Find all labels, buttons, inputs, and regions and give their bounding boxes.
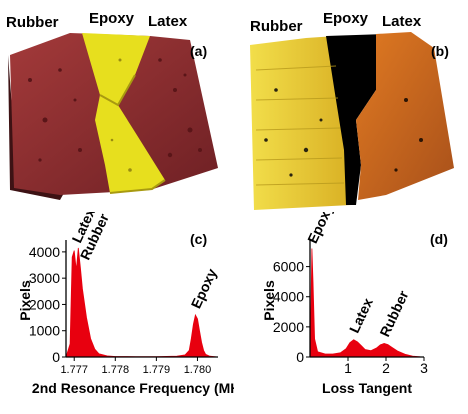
y-axis-label: Pixels xyxy=(261,280,277,321)
y-tick-label: 6000 xyxy=(273,259,304,275)
peak-annotation: Epoxy xyxy=(304,212,336,246)
panel-a-tag: (a) xyxy=(190,43,208,59)
chart-c-svg: 0 1000 2000 3000 4000 1.777 1.778 1.779 1.780 2nd… xyxy=(17,205,252,396)
panel-tag: (c) xyxy=(190,231,207,247)
peak-annotation: Epoxy xyxy=(188,266,220,311)
panel-a-topography: Rubber Epoxy Latex (a) xyxy=(0,0,230,205)
panel-a-label-epoxy: Epoxy xyxy=(89,10,135,27)
y-tick-label: 4000 xyxy=(29,244,60,260)
panel-b-label-latex: Latex xyxy=(382,13,422,30)
peak-annotation: Latex xyxy=(346,295,376,335)
y-tick-label: 0 xyxy=(52,349,60,365)
x-tick-label: 1.780 xyxy=(184,364,212,376)
y-tick-label: 1000 xyxy=(29,323,60,339)
chart-d-svg: 0 2000 4000 6000 1 2 3 Loss Tangent Pixels (d) Epo… xyxy=(261,201,448,396)
panel-tag: (d) xyxy=(430,231,448,247)
panel-a-label-rubber: Rubber xyxy=(6,14,59,31)
y-tick-label: 3000 xyxy=(29,270,60,286)
panel-b-loss-map: Rubber Epoxy Latex (b) xyxy=(236,0,468,212)
panel-b-image xyxy=(250,32,454,210)
y-tick-label: 0 xyxy=(296,349,304,365)
y-tick-label: 2000 xyxy=(273,319,304,335)
y-axis-label: Pixels xyxy=(17,280,33,321)
panel-b-label-epoxy: Epoxy xyxy=(323,10,369,27)
panel-b-label-rubber: Rubber xyxy=(250,18,303,35)
x-axis-label: 2nd Resonance Frequency (MHz) xyxy=(32,380,234,396)
y-tick-label: 4000 xyxy=(273,289,304,305)
x-tick-label: 3 xyxy=(420,360,428,376)
x-tick-label: 2 xyxy=(382,360,390,376)
x-tick-label: 1.778 xyxy=(102,364,130,376)
panel-b-tag: (b) xyxy=(431,43,449,59)
x-tick-label: 1.779 xyxy=(143,364,171,376)
x-tick-label: 1.777 xyxy=(60,364,88,376)
x-tick-label: 1 xyxy=(344,360,352,376)
panel-a-image xyxy=(8,33,218,200)
panel-c-chart: 0 1000 2000 3000 4000 1.777 1.778 1.779 1.780 2nd… xyxy=(0,205,252,409)
x-axis-label: Loss Tangent xyxy=(322,380,412,396)
panel-d-chart: 0 2000 4000 6000 1 2 3 Loss Tangent Pixels (d) Epo… xyxy=(234,201,468,409)
histogram-area xyxy=(309,248,425,358)
panel-a-label-latex: Latex xyxy=(148,13,188,30)
peak-annotation: Rubber xyxy=(376,288,411,340)
y-tick-label: 2000 xyxy=(29,296,60,312)
